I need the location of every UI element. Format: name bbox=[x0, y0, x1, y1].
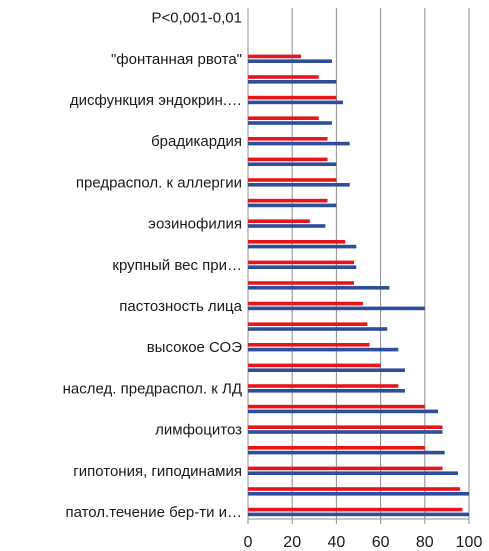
bar-s1-c4 bbox=[248, 425, 443, 429]
bar-s0-c5 bbox=[248, 409, 439, 414]
bar-s0-c22 bbox=[248, 59, 332, 63]
category-label-20: дисфункция эндокрин.… bbox=[70, 92, 242, 109]
bar-s0-c6 bbox=[248, 389, 405, 393]
bar-s0-c19 bbox=[248, 121, 332, 125]
bar-s1-c20 bbox=[248, 95, 337, 100]
bar-s1-c13 bbox=[248, 240, 346, 244]
bar-s1-c11 bbox=[248, 281, 355, 285]
bar-s0-c8 bbox=[248, 347, 399, 352]
bar-s0-c21 bbox=[248, 80, 337, 84]
bar-s1-c14 bbox=[248, 219, 310, 223]
x-tick-label-0: 0 bbox=[244, 534, 253, 551]
category-label-14: эозинофилия bbox=[148, 216, 242, 233]
x-tick-label-4: 80 bbox=[416, 534, 434, 551]
bar-s0-c0 bbox=[248, 512, 469, 517]
bar-s1-c10 bbox=[248, 301, 363, 306]
bar-s0-c12 bbox=[248, 265, 357, 269]
bar-s0-c3 bbox=[248, 450, 445, 455]
x-tick-label-3: 60 bbox=[372, 534, 390, 551]
bar-s1-c16 bbox=[248, 178, 337, 182]
category-label-6: наслед. предраспол. к ЛД bbox=[63, 380, 242, 397]
bar-s1-c5 bbox=[248, 404, 425, 409]
bar-s0-c15 bbox=[248, 203, 337, 208]
category-label-2: гипотония, гиподинамия bbox=[73, 463, 242, 480]
bar-s1-c7 bbox=[248, 363, 381, 368]
x-tick-label-2: 40 bbox=[328, 534, 346, 551]
bar-s1-c1 bbox=[248, 487, 461, 491]
category-label-16: предраспол. к аллергии bbox=[76, 174, 242, 191]
bar-s0-c11 bbox=[248, 286, 390, 290]
x-tick-label-1: 20 bbox=[283, 534, 301, 551]
bar-s0-c1 bbox=[248, 492, 469, 496]
category-label-0: патол.течение бер-ти и… bbox=[65, 504, 242, 521]
category-label-22: "фонтанная рвота" bbox=[111, 51, 242, 68]
bar-s0-c20 bbox=[248, 100, 344, 105]
bar-s1-c21 bbox=[248, 75, 319, 79]
category-label-8: высокое СОЭ bbox=[147, 339, 243, 356]
bar-s0-c7 bbox=[248, 368, 405, 372]
bar-s1-c0 bbox=[248, 507, 463, 512]
category-label-10: пастозность лица bbox=[119, 298, 242, 315]
category-label-18: брадикардия bbox=[151, 133, 242, 150]
bar-s1-c3 bbox=[248, 446, 425, 450]
bar-s0-c9 bbox=[248, 327, 388, 331]
bar-s1-c6 bbox=[248, 384, 399, 388]
bar-s0-c10 bbox=[248, 306, 425, 311]
bar-s1-c17 bbox=[248, 157, 328, 162]
bar-s0-c2 bbox=[248, 471, 458, 475]
category-label-4: лимфоцитоз bbox=[155, 422, 242, 439]
category-label-12: крупный вес при… bbox=[112, 257, 242, 274]
bar-s1-c12 bbox=[248, 260, 355, 265]
bar-s1-c2 bbox=[248, 466, 443, 471]
bar-s0-c18 bbox=[248, 141, 350, 146]
bar-s1-c9 bbox=[248, 322, 368, 326]
bar-s1-c19 bbox=[248, 116, 319, 120]
bar-s0-c16 bbox=[248, 183, 350, 187]
bar-s1-c8 bbox=[248, 343, 370, 347]
bar-s0-c4 bbox=[248, 430, 443, 434]
bar-s0-c14 bbox=[248, 224, 326, 228]
bar-s1-c15 bbox=[248, 198, 328, 203]
bar-s0-c17 bbox=[248, 162, 337, 166]
bar-s0-c13 bbox=[248, 244, 357, 249]
bar-s1-c18 bbox=[248, 137, 328, 141]
x-tick-label-5: 100 bbox=[456, 534, 483, 551]
category-label-24: P<0,001-0,01 bbox=[152, 10, 243, 27]
bar-s1-c22 bbox=[248, 54, 302, 59]
